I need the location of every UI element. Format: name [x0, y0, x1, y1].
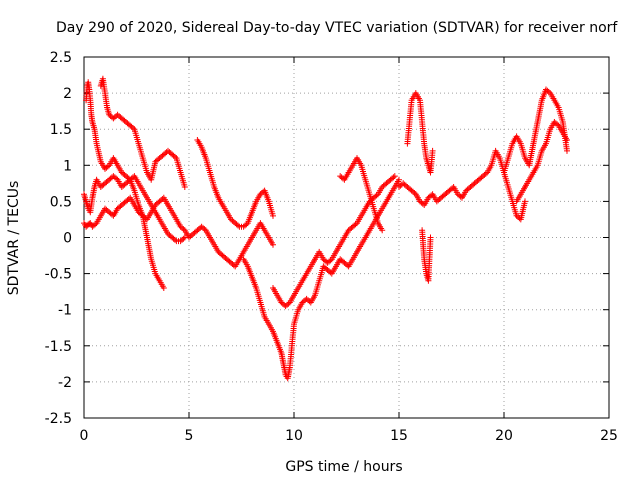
data-point-marker	[564, 147, 570, 154]
y-tick-label: 0	[63, 231, 72, 247]
y-tick-label: 2.5	[50, 50, 72, 66]
data-point-marker	[172, 153, 178, 160]
data-points	[81, 75, 570, 382]
y-axis-label: SDTVAR / TECUs	[6, 181, 22, 296]
data-point-marker	[564, 137, 570, 144]
data-point-marker	[130, 125, 136, 131]
x-tick-label: 0	[80, 428, 89, 444]
data-point-marker	[181, 183, 188, 190]
series-track-d	[97, 75, 188, 190]
y-tick-labels: -2.5 -2 -1.5 -1 -0.5 0 0.5 1 1.5 2 2.5	[45, 50, 72, 427]
data-point-marker	[379, 227, 386, 234]
data-point-marker	[427, 234, 434, 241]
x-tick-labels: 0 5 10 15 20 25	[80, 428, 618, 444]
series-track-b	[81, 173, 167, 292]
y-tick-label: 0.5	[50, 194, 72, 210]
series-track-h	[337, 155, 386, 234]
data-point-marker	[172, 236, 178, 243]
x-tick-label: 25	[600, 428, 618, 444]
data-point-marker	[181, 234, 188, 241]
y-tick-label: 1	[63, 158, 72, 174]
x-tick-label: 10	[285, 428, 303, 444]
data-point-marker	[270, 212, 276, 219]
series-track-m	[513, 119, 570, 205]
y-tick-label: -2	[58, 375, 72, 391]
chart-title: Day 290 of 2020, Sidereal Day-to-day VTE…	[56, 20, 618, 36]
series-track-c	[83, 79, 188, 245]
data-point-marker	[390, 174, 397, 181]
x-tick-label: 15	[390, 428, 408, 444]
data-point-marker	[429, 147, 436, 154]
x-tick-label: 5	[185, 428, 194, 444]
axis-ticks	[83, 56, 610, 419]
data-point-marker	[522, 198, 528, 205]
y-tick-label: 2	[63, 86, 72, 102]
x-axis-label: GPS time / hours	[285, 459, 402, 475]
series-track-j	[419, 227, 434, 284]
series-track-k	[396, 147, 528, 223]
data-point-marker	[391, 173, 398, 180]
y-tick-label: -2.5	[45, 411, 72, 427]
series-track-e	[194, 137, 276, 230]
y-tick-label: -0.5	[45, 267, 72, 283]
series-track-i	[404, 90, 436, 176]
data-point-marker	[180, 235, 187, 242]
data-point-marker	[270, 241, 276, 248]
x-tick-label: 20	[495, 428, 513, 444]
y-tick-label: 1.5	[50, 122, 72, 138]
y-tick-label: -1.5	[45, 339, 72, 355]
data-point-marker	[396, 176, 402, 183]
data-point-marker	[160, 285, 167, 292]
series-track-g	[270, 173, 398, 310]
data-point-marker	[235, 222, 241, 229]
y-tick-label: -1	[58, 303, 72, 319]
